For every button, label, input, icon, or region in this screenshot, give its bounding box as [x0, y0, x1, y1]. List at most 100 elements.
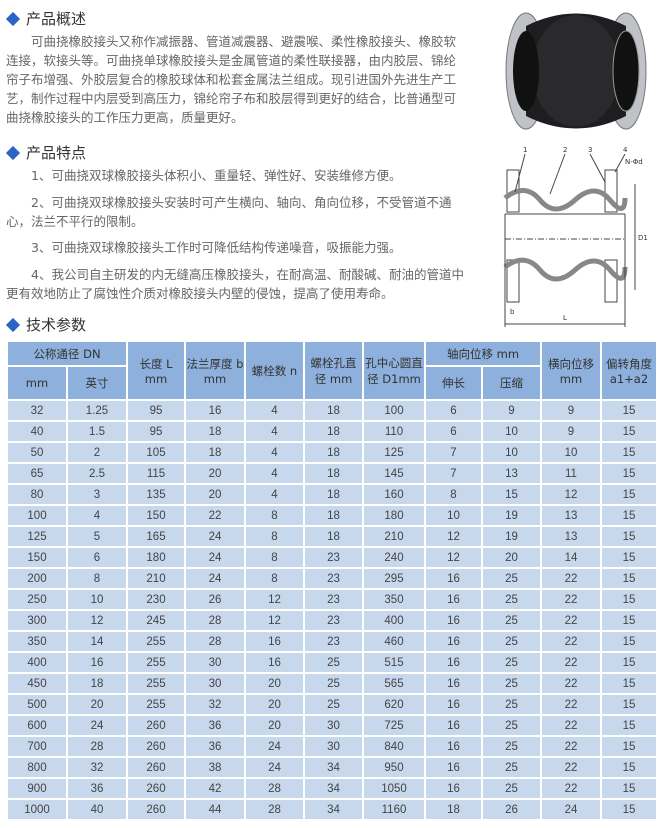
- table-cell: 25: [303, 651, 364, 674]
- table-row: 400 16 255 30 16 25 515 16 25 22 15: [6, 651, 658, 674]
- table-cell: 800: [6, 756, 68, 779]
- table-cell: 28: [184, 630, 246, 653]
- table-row: 1000 40 260 44 28 34 1160 18 26 24 15: [6, 798, 658, 821]
- table-cell: 150: [126, 504, 186, 527]
- table-cell: 20: [244, 693, 305, 716]
- table-cell: 22: [540, 756, 602, 779]
- table-cell: 80: [6, 483, 68, 506]
- header-bolts: 螺栓数 n: [244, 340, 305, 401]
- table-cell: 18: [303, 504, 364, 527]
- table-cell: 16: [424, 630, 483, 653]
- table-cell: 34: [303, 777, 364, 800]
- table-cell: 1.25: [66, 399, 128, 422]
- table-row: 100 4 150 22 8 18 180 10 19 13 15: [6, 504, 658, 527]
- table-cell: 10: [424, 504, 483, 527]
- table-row: 900 36 260 42 28 34 1050 16 25 22 15: [6, 777, 658, 800]
- table-cell: 725: [362, 714, 426, 737]
- table-cell: 24: [184, 546, 246, 569]
- table-cell: 18: [303, 525, 364, 548]
- table-cell: 16: [424, 756, 483, 779]
- table-cell: 15: [481, 483, 542, 506]
- table-cell: 15: [600, 399, 658, 422]
- table-row: 600 24 260 36 20 30 725 16 25 22 15: [6, 714, 658, 737]
- table-cell: 9: [540, 420, 602, 443]
- table-cell: 22: [540, 693, 602, 716]
- table-cell: 9: [540, 399, 602, 422]
- table-cell: 13: [540, 504, 602, 527]
- table-cell: 200: [6, 567, 68, 590]
- table-cell: 38: [184, 756, 246, 779]
- table-cell: 500: [6, 693, 68, 716]
- table-cell: 15: [600, 462, 658, 485]
- header-mm: mm: [6, 365, 68, 401]
- table-cell: 18: [303, 462, 364, 485]
- table-cell: 12: [244, 588, 305, 611]
- table-cell: 15: [600, 651, 658, 674]
- table-cell: 18: [303, 420, 364, 443]
- table-cell: 16: [244, 651, 305, 674]
- table-cell: 28: [184, 609, 246, 632]
- header-dn: 公称通径 DN: [6, 340, 128, 367]
- table-cell: 15: [600, 609, 658, 632]
- table-row: 300 12 245 28 12 23 400 16 25 22 15: [6, 609, 658, 632]
- table-cell: 3: [66, 483, 128, 506]
- table-cell: 4: [244, 399, 305, 422]
- table-cell: 20: [244, 714, 305, 737]
- table-cell: 22: [540, 630, 602, 653]
- header-circle: 孔中心圆直径 D1mm: [362, 340, 426, 401]
- table-cell: 22: [540, 735, 602, 758]
- table-cell: 18: [424, 798, 483, 821]
- table-cell: 350: [362, 588, 426, 611]
- table-cell: 15: [600, 735, 658, 758]
- table-cell: 18: [303, 399, 364, 422]
- table-cell: 100: [362, 399, 426, 422]
- table-cell: 22: [540, 777, 602, 800]
- header-flange: 法兰厚度 b mm: [184, 340, 246, 401]
- table-cell: 180: [126, 546, 186, 569]
- table-cell: 20: [244, 672, 305, 695]
- table-cell: 240: [362, 546, 426, 569]
- product-photo: [505, 12, 647, 130]
- table-cell: 12: [424, 525, 483, 548]
- table-cell: 20: [481, 546, 542, 569]
- table-cell: 255: [126, 630, 186, 653]
- table-cell: 95: [126, 420, 186, 443]
- label-2: 2: [563, 146, 567, 154]
- table-cell: 900: [6, 777, 68, 800]
- table-cell: 700: [6, 735, 68, 758]
- table-row: 500 20 255 32 20 25 620 16 25 22 15: [6, 693, 658, 716]
- table-cell: 22: [540, 714, 602, 737]
- table-cell: 16: [424, 672, 483, 695]
- table-row: 80 3 135 20 4 18 160 8 15 12 15: [6, 483, 658, 506]
- table-cell: 15: [600, 441, 658, 464]
- table-cell: 25: [481, 672, 542, 695]
- label-1: 1: [523, 146, 527, 154]
- table-cell: 26: [481, 798, 542, 821]
- table-cell: 25: [481, 693, 542, 716]
- table-cell: 1050: [362, 777, 426, 800]
- label-l: L: [563, 314, 567, 322]
- table-cell: 22: [540, 672, 602, 695]
- feature-item: 1、可曲挠双球橡胶接头体积小、重量轻、弹性好、安装维修方便。: [31, 168, 402, 183]
- header-hole: 螺栓孔直径 mm: [303, 340, 364, 401]
- table-cell: 13: [481, 462, 542, 485]
- table-cell: 42: [184, 777, 246, 800]
- table-cell: 8: [244, 546, 305, 569]
- table-cell: 23: [303, 546, 364, 569]
- table-cell: 1.5: [66, 420, 128, 443]
- label-b: b: [510, 308, 515, 316]
- table-row: 250 10 230 26 12 23 350 16 25 22 15: [6, 588, 658, 611]
- table-cell: 8: [244, 525, 305, 548]
- table-cell: 25: [481, 651, 542, 674]
- table-cell: 210: [126, 567, 186, 590]
- table-cell: 15: [600, 567, 658, 590]
- table-cell: 15: [600, 420, 658, 443]
- table-cell: 18: [303, 483, 364, 506]
- table-cell: 25: [481, 756, 542, 779]
- table-row: 50 2 105 18 4 18 125 7 10 10 15: [6, 441, 658, 464]
- table-cell: 15: [600, 630, 658, 653]
- table-cell: 22: [540, 588, 602, 611]
- table-cell: 450: [6, 672, 68, 695]
- table-cell: 105: [126, 441, 186, 464]
- table-cell: 28: [244, 798, 305, 821]
